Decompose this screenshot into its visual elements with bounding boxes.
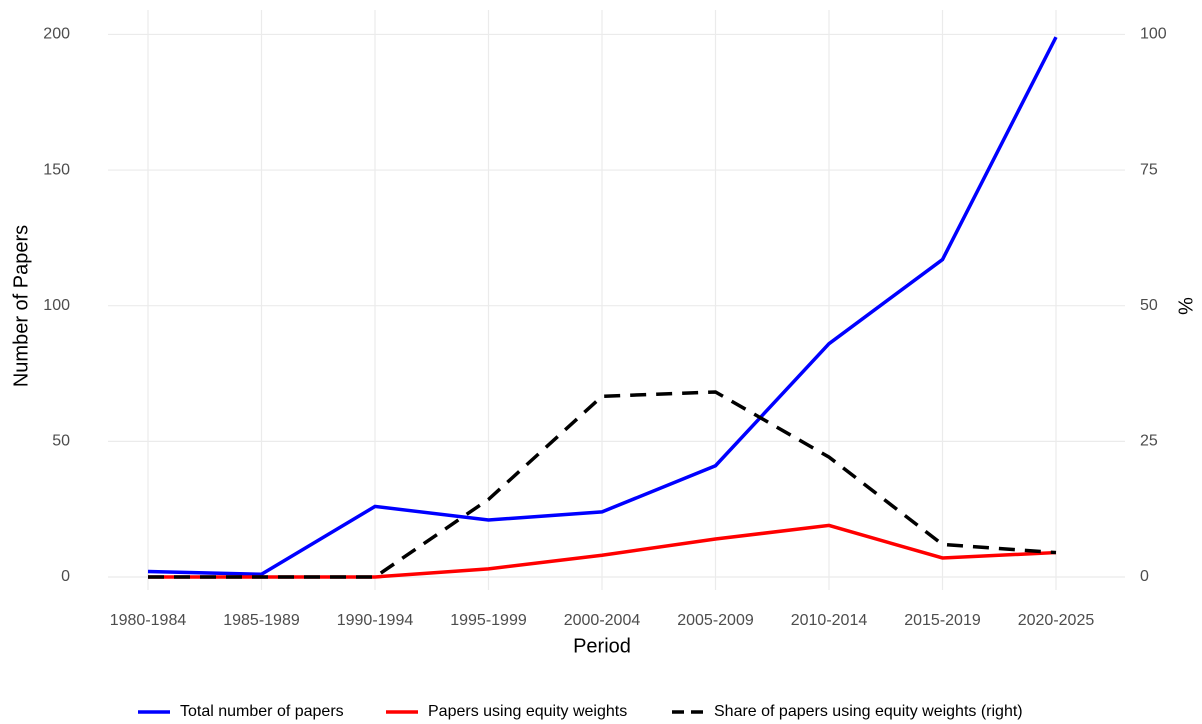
y2-axis-title: % [1174, 297, 1196, 315]
y-tick-label: 100 [43, 297, 70, 314]
y-tick-label: 0 [61, 568, 70, 585]
y-tick-label: 200 [43, 26, 70, 43]
y2-tick-label: 50 [1140, 297, 1158, 314]
x-tick-label: 2015-2019 [904, 612, 981, 629]
y2-tick-label: 25 [1140, 433, 1158, 450]
legend-text: Papers using equity weights [428, 703, 627, 720]
x-tick-label: 2005-2009 [677, 612, 754, 629]
y2-tick-label: 100 [1140, 26, 1167, 43]
y2-tick-label: 0 [1140, 568, 1149, 585]
x-tick-label: 1990-1994 [337, 612, 414, 629]
y2-tick-label: 75 [1140, 161, 1158, 178]
x-tick-label: 2000-2004 [564, 612, 641, 629]
x-tick-label: 1985-1989 [223, 612, 300, 629]
x-axis-title: Period [573, 635, 631, 657]
y-axis-title: Number of Papers [10, 225, 32, 387]
x-tick-label: 1995-1999 [450, 612, 527, 629]
series-line [147, 36, 1058, 577]
series-line [148, 523, 1057, 579]
y-tick-label: 150 [43, 161, 70, 178]
x-tick-label: 2020-2025 [1018, 612, 1095, 629]
legend-text: Share of papers using equity weights (ri… [714, 703, 1023, 720]
y-tick-label: 50 [52, 433, 70, 450]
x-tick-label: 1980-1984 [110, 612, 187, 629]
legend-text: Total number of papers [180, 703, 344, 720]
x-tick-label: 2010-2014 [791, 612, 868, 629]
